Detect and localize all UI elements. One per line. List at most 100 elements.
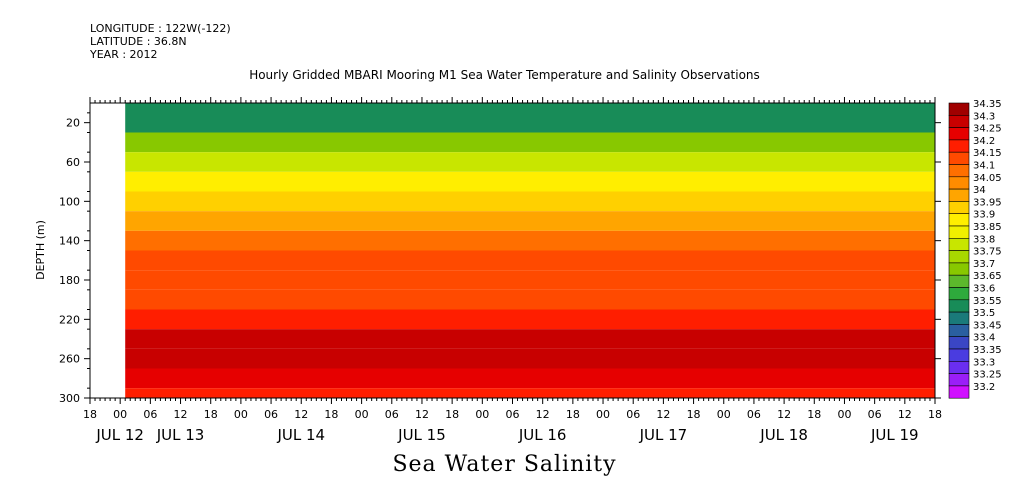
x-tick-label: 18: [324, 408, 338, 421]
colorbar-label: 33.6: [973, 284, 995, 295]
x-tick-label: 00: [113, 408, 127, 421]
x-tick-label: 12: [415, 408, 429, 421]
colorbar-label: 34.3: [973, 111, 995, 122]
salinity-band: [125, 211, 936, 231]
salinity-band: [125, 270, 936, 290]
x-tick-label: 00: [837, 408, 851, 421]
colorbar-label: 34.25: [973, 124, 1002, 135]
x-tick-label: 18: [204, 408, 218, 421]
colorbar-swatch: [948, 373, 970, 387]
x-tick-label: 00: [475, 408, 489, 421]
x-tick-label: 06: [747, 408, 761, 421]
x-tick-label: 18: [445, 408, 459, 421]
x-tick-label: 06: [143, 408, 157, 421]
x-tick-label: 00: [596, 408, 610, 421]
x-tick-label: 00: [355, 408, 369, 421]
chart-title: Hourly Gridded MBARI Mooring M1 Sea Wate…: [249, 68, 760, 82]
colorbar-label: 33.75: [973, 247, 1002, 258]
x-axis-title: Sea Water Salinity: [392, 452, 617, 477]
salinity-band: [125, 103, 936, 133]
x-tick-label: 06: [385, 408, 399, 421]
colorbar-swatch: [948, 348, 970, 362]
x-tick-label: 12: [294, 408, 308, 421]
salinity-band: [125, 368, 936, 389]
colorbar-label: 33.3: [973, 357, 995, 368]
y-tick-label: 140: [59, 235, 80, 248]
salinity-band: [125, 388, 936, 398]
x-tick-label: 18: [83, 408, 97, 421]
colorbar-swatch: [948, 274, 970, 288]
x-tick-label: 06: [626, 408, 640, 421]
salinity-band: [125, 191, 936, 212]
colorbar-label: 34: [973, 185, 986, 196]
longitude-label: LONGITUDE : 122W(-122): [90, 22, 231, 35]
colorbar-swatch: [948, 324, 970, 337]
colorbar-swatch: [948, 115, 970, 128]
colorbar-label: 33.85: [973, 222, 1002, 233]
salinity-band: [125, 309, 936, 330]
colorbar-label: 33.95: [973, 197, 1002, 208]
x-day-label: JUL 13: [156, 426, 205, 444]
salinity-band: [125, 230, 936, 251]
x-day-label: JUL 17: [639, 426, 688, 444]
colorbar-swatch: [948, 225, 970, 239]
x-tick-label: 18: [566, 408, 580, 421]
x-tick-label: 12: [777, 408, 791, 421]
x-tick-label: 12: [174, 408, 188, 421]
x-day-label: JUL 15: [397, 426, 446, 444]
x-tick-label: 18: [687, 408, 701, 421]
colorbar-swatch: [948, 164, 970, 178]
x-tick-label: 12: [656, 408, 670, 421]
colorbar-swatch: [948, 213, 970, 227]
colorbar-label: 33.45: [973, 320, 1002, 331]
salinity-band: [125, 132, 936, 153]
latitude-label: LATITUDE : 36.8N: [90, 35, 187, 48]
colorbar-swatch: [948, 287, 970, 301]
x-tick-label: 06: [506, 408, 520, 421]
colorbar-swatch: [948, 188, 970, 202]
colorbar-swatch: [948, 250, 970, 264]
y-tick-label: 20: [66, 117, 80, 130]
colorbar-label: 33.35: [973, 345, 1002, 356]
colorbar-swatch: [948, 385, 970, 399]
colorbar-swatch: [948, 102, 970, 116]
x-day-label: JUL 14: [276, 426, 325, 444]
salinity-band: [125, 250, 936, 271]
colorbar-swatch: [948, 336, 970, 350]
salinity-band: [125, 329, 936, 349]
colorbar-label: 33.65: [973, 271, 1002, 282]
colorbar-label: 33.9: [973, 210, 995, 221]
colorbar-swatch: [948, 176, 970, 190]
colorbar-swatch: [948, 201, 970, 214]
colorbar-swatch: [948, 139, 970, 153]
colorbar-label: 34.15: [973, 148, 1002, 159]
x-day-label: JUL 16: [518, 426, 567, 444]
colorbar-label: 33.25: [973, 370, 1002, 381]
colorbar-label: 33.4: [973, 333, 995, 344]
colorbar-label: 33.2: [973, 382, 995, 393]
x-day-label: JUL 19: [870, 426, 919, 444]
x-tick-label: 18: [928, 408, 942, 421]
x-day-label: JUL 18: [759, 426, 808, 444]
y-axis-title: DEPTH (m): [34, 220, 47, 280]
x-tick-label: 00: [234, 408, 248, 421]
x-tick-label: 06: [264, 408, 278, 421]
salinity-band: [125, 348, 936, 369]
colorbar-swatch: [948, 360, 970, 374]
colorbar-label: 34.1: [973, 161, 995, 172]
x-tick-label: 12: [898, 408, 912, 421]
y-tick-label: 180: [59, 274, 80, 287]
y-tick-label: 60: [66, 156, 80, 169]
salinity-band: [125, 171, 936, 192]
colorbar-swatch: [948, 127, 970, 141]
colorbar-swatch: [948, 151, 970, 165]
colorbar-label: 33.7: [973, 259, 995, 270]
colorbar-label: 34.35: [973, 99, 1002, 110]
colorbar-label: 34.2: [973, 136, 995, 147]
salinity-band: [125, 289, 936, 310]
colorbar-swatch: [948, 238, 970, 251]
salinity-band: [125, 152, 936, 172]
y-tick-label: 220: [59, 313, 80, 326]
colorbar-label: 33.55: [973, 296, 1002, 307]
